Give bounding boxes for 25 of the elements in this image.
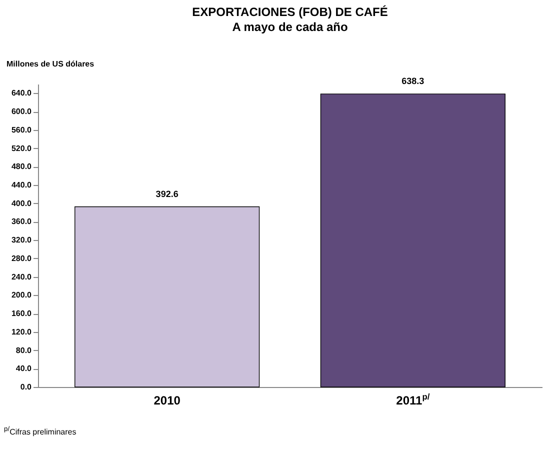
y-tick-label: 640.0: [11, 88, 32, 98]
y-tick-label: 160.0: [11, 309, 32, 318]
x-tick-label: 2011$^{p/}$: [396, 392, 430, 408]
x-tick-label: 2010: [154, 394, 181, 408]
y-tick-label: 280.0: [11, 254, 32, 263]
y-tick-label: 200.0: [11, 290, 32, 300]
data-label: 638.3: [402, 76, 424, 86]
y-tick-label: 480.0: [11, 162, 32, 172]
y-tick-label: 320.0: [11, 236, 32, 245]
y-axis-title: Millones de US dólares: [6, 60, 95, 68]
y-tick-label: 0.0: [20, 382, 32, 392]
y-tick-label: 440.0: [11, 180, 32, 190]
y-tick-label: 360.0: [11, 217, 32, 226]
y-tick-label: 240.0: [11, 272, 32, 282]
y-tick-label: 80.0: [16, 346, 32, 355]
y-tick-label: 120.0: [11, 327, 32, 336]
y-tick-label: 40.0: [16, 364, 32, 374]
y-tick-label: 600.0: [11, 107, 32, 116]
y-tick-label: 520.0: [11, 144, 32, 153]
y-tick-label: 560.0: [11, 125, 32, 134]
text: $^{p/}$Cifras preliminares: [3, 426, 78, 437]
chart-title: EXPORTACIONES (FOB) DE CAFÉ: [192, 5, 388, 19]
data-label: 392.6: [156, 188, 178, 199]
y-tick-label: 400.0: [11, 198, 32, 208]
chart-subtitle: A mayo de cada año: [232, 20, 348, 34]
